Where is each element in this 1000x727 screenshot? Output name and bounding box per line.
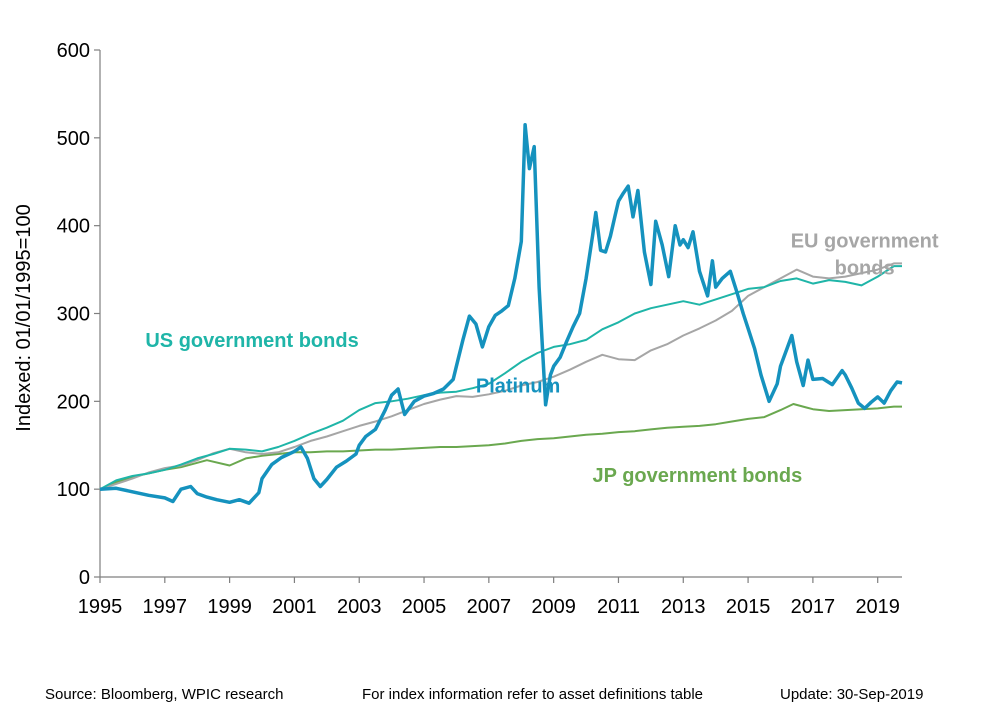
x-tick-label: 2019 <box>855 596 900 618</box>
series-line-platinum <box>99 122 903 505</box>
footer-source: Source: Bloomberg, WPIC research <box>45 686 284 703</box>
series-label-eu-government-bonds: EU government bonds <box>791 231 939 280</box>
x-tick-label: 2003 <box>337 596 382 618</box>
y-tick-label: 200 <box>57 391 90 413</box>
series-line-us-government-bonds <box>99 265 902 491</box>
series-label-us-government-bonds: US government bonds <box>145 330 358 352</box>
x-tick-label: 2015 <box>726 596 771 618</box>
x-tick-label: 2005 <box>402 596 447 618</box>
y-tick-label: 600 <box>57 40 90 62</box>
x-tick-label: 2013 <box>661 596 706 618</box>
x-tick-label: 2009 <box>531 596 576 618</box>
y-tick-label: 100 <box>57 479 90 501</box>
footer-note: For index information refer to asset def… <box>362 686 704 703</box>
x-tick-label: 1997 <box>143 596 188 618</box>
y-tick-label: 400 <box>57 216 90 238</box>
series-lines <box>99 122 903 505</box>
series-line-jp-government-bonds <box>99 403 902 491</box>
y-tick-label: 300 <box>57 304 90 326</box>
y-tick-label: 0 <box>79 567 90 589</box>
x-tick-label: 2011 <box>597 596 640 618</box>
series-label-jp-government-bonds: JP government bonds <box>593 465 803 487</box>
x-tick-label: 2001 <box>272 596 317 618</box>
x-tick-label: 2007 <box>467 596 512 618</box>
y-axis-label: Indexed: 01/01/1995=100 <box>13 204 35 431</box>
series-label-platinum: Platinum <box>476 376 560 398</box>
footer-update: Update: 30-Sep-2019 <box>780 686 924 703</box>
series-labels: Platinum US government bonds EU government… <box>145 231 938 488</box>
x-tick-label: 1995 <box>78 596 123 618</box>
y-tick-label: 500 <box>57 128 90 150</box>
axes: 0 100 200 300 400 500 600 1995 1997 1999 2001 2003 2… <box>57 40 902 618</box>
x-tick-label: 2017 <box>791 596 836 618</box>
x-tick-label: 1999 <box>207 596 252 618</box>
